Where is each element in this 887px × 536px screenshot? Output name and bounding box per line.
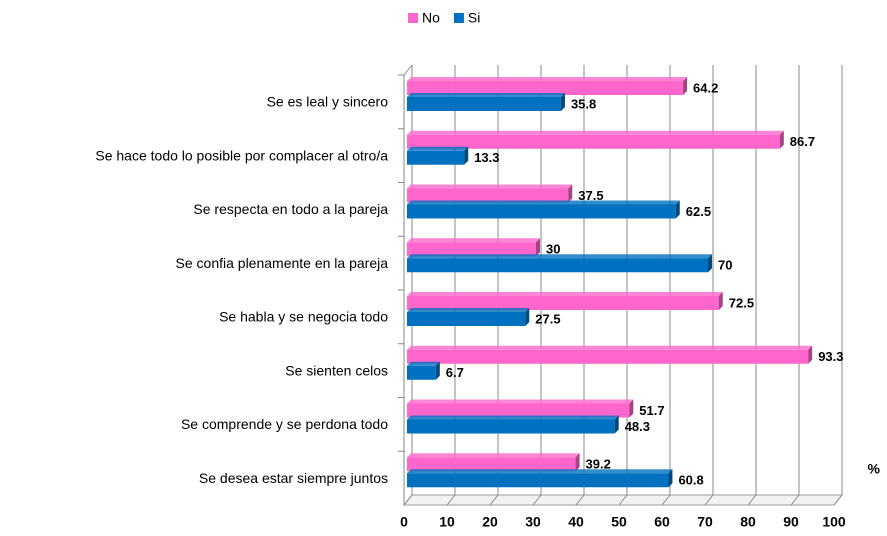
bar-side xyxy=(808,345,813,364)
legend-label: Si xyxy=(468,10,480,26)
grid-line xyxy=(790,65,800,506)
bar-side xyxy=(435,361,440,380)
value-label: 27.5 xyxy=(535,311,560,326)
value-label: 93.3 xyxy=(818,349,843,364)
x-tick-label: 30 xyxy=(525,514,541,530)
bar-top xyxy=(407,238,540,243)
bar-side xyxy=(536,238,540,257)
bar xyxy=(407,473,669,488)
value-label: 86.7 xyxy=(790,134,815,149)
bar-top xyxy=(407,184,573,189)
bar xyxy=(407,365,436,380)
y-tick-label: Se desea estar siempre juntos xyxy=(199,470,388,486)
bar-top xyxy=(407,254,712,259)
grid-line xyxy=(833,65,843,506)
grid-line xyxy=(747,65,757,506)
y-tick-label: Se es leal y sincero xyxy=(267,94,389,110)
bar-side xyxy=(525,308,530,326)
y-tick-label: Se respecta en todo a la pareja xyxy=(193,201,388,217)
bar-side xyxy=(718,292,723,310)
value-label: 62.5 xyxy=(686,204,711,219)
bar xyxy=(407,419,615,434)
bar-top xyxy=(407,469,673,474)
value-label: 64.2 xyxy=(693,80,718,95)
bar xyxy=(407,97,561,111)
bar xyxy=(407,457,576,472)
bar-top xyxy=(407,308,530,312)
legend-label: No xyxy=(422,10,440,26)
y-tick-label: Se hace todo lo posible por complacer al… xyxy=(95,147,388,163)
value-label: 72.5 xyxy=(729,295,754,310)
bar xyxy=(407,258,708,273)
value-label: 37.5 xyxy=(578,188,603,203)
y-tick-label: Se confia plenamente en la pareja xyxy=(176,255,389,271)
bar xyxy=(407,296,719,310)
bar-side xyxy=(708,254,712,273)
bar xyxy=(407,150,465,165)
x-tick-label: 90 xyxy=(783,514,799,530)
value-label: 48.3 xyxy=(625,419,650,434)
bar-top xyxy=(407,399,634,404)
bar-top xyxy=(407,93,565,97)
x-tick-label: 100 xyxy=(822,514,846,530)
bar-side xyxy=(675,200,680,219)
bar-side xyxy=(629,399,634,418)
bar xyxy=(407,188,569,203)
x-tick-label: 80 xyxy=(740,514,756,530)
value-label: 60.8 xyxy=(678,473,703,488)
x-tick-label: 40 xyxy=(568,514,584,530)
bar-side xyxy=(560,93,565,111)
bar-top xyxy=(407,292,723,296)
bar-side xyxy=(683,77,688,95)
bar-top xyxy=(407,146,469,151)
bar-side xyxy=(668,469,673,488)
bar-top xyxy=(407,415,619,420)
bar-top xyxy=(407,361,440,366)
value-label: 39.2 xyxy=(586,457,611,472)
bar-side xyxy=(614,415,619,434)
bar-top xyxy=(407,200,680,205)
value-label: 35.8 xyxy=(571,96,596,111)
legend-swatch xyxy=(408,13,418,23)
bar-top xyxy=(407,345,813,350)
bar-side xyxy=(464,146,469,165)
value-label: 70 xyxy=(718,258,732,273)
y-tick-label: Se comprende y se perdona todo xyxy=(181,416,388,432)
value-label: 6.7 xyxy=(446,365,464,380)
value-label: 30 xyxy=(546,242,560,257)
bar xyxy=(407,81,684,95)
bar-side xyxy=(779,130,784,149)
legend-swatch xyxy=(453,13,464,23)
bar xyxy=(407,312,526,326)
y-axis-back xyxy=(403,64,413,76)
grid-line xyxy=(704,65,714,506)
bar-top xyxy=(407,453,580,458)
bar xyxy=(407,134,780,149)
bar-side xyxy=(575,453,580,472)
bar xyxy=(407,242,536,257)
x-tick-label: 10 xyxy=(439,514,455,530)
value-label: 13.3 xyxy=(474,150,499,165)
bar xyxy=(407,403,630,418)
bar-top xyxy=(407,130,784,135)
x-tick-label: 0 xyxy=(400,514,408,530)
bar-top xyxy=(407,77,688,81)
bar xyxy=(407,204,676,219)
bar xyxy=(407,349,809,364)
x-tick-label: 70 xyxy=(697,514,713,530)
y-tick-label: Se habla y se negocia todo xyxy=(219,309,388,325)
x-tick-label: 60 xyxy=(654,514,670,530)
x-tick-label: 20 xyxy=(482,514,498,530)
y-tick-label: Se sienten celos xyxy=(285,362,388,378)
x-tick-label: 50 xyxy=(611,514,627,530)
bar-side xyxy=(568,184,573,203)
value-label: 51.7 xyxy=(639,403,664,418)
axis-title: % xyxy=(868,461,881,477)
